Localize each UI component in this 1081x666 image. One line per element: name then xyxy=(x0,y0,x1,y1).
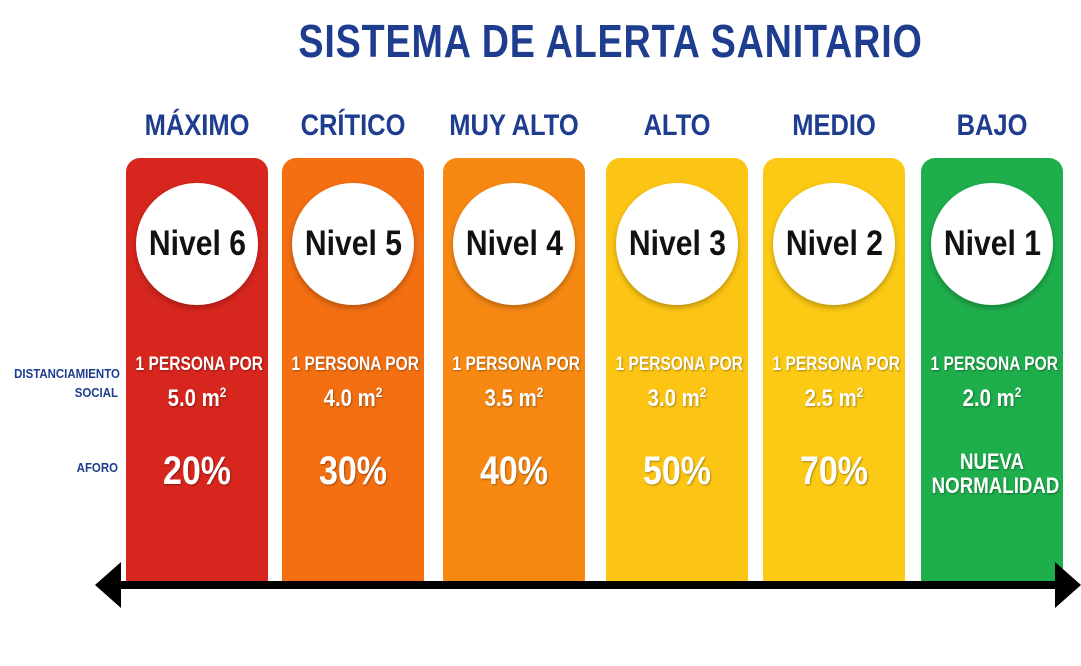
distanciamiento-value: 1 PERSONA POR 2.5 m2 xyxy=(759,352,909,413)
level-badge-label: Nivel 4 xyxy=(465,224,563,263)
level-badge-label: Nivel 6 xyxy=(148,224,246,263)
dist-line2: 4.0 m2 xyxy=(289,378,417,413)
arrow-left-head-icon xyxy=(95,562,121,608)
dist-value: 2.5 m xyxy=(804,385,857,412)
aforo-value: 20% xyxy=(162,449,232,493)
dist-line1: 1 PERSONA POR xyxy=(452,354,581,375)
dist-line2: 3.5 m2 xyxy=(450,378,578,413)
dist-unit: 2 xyxy=(375,384,383,400)
dist-line1: 1 PERSONA POR xyxy=(772,354,901,375)
dist-unit: 2 xyxy=(699,384,707,400)
level-badge-label: Nivel 2 xyxy=(785,224,883,263)
distanciamiento-value: 1 PERSONA POR 3.0 m2 xyxy=(602,352,752,413)
dist-value: 4.0 m xyxy=(323,385,376,412)
dist-unit: 2 xyxy=(536,384,544,400)
distanciamiento-value: 1 PERSONA POR 4.0 m2 xyxy=(278,352,428,413)
level-badge-label: Nivel 1 xyxy=(943,224,1041,263)
distanciamiento-value: 1 PERSONA POR 5.0 m2 xyxy=(122,352,272,413)
level-badge: Nivel 3 xyxy=(616,183,738,305)
aforo-line1: NUEVA xyxy=(959,449,1025,474)
level-badge: Nivel 1 xyxy=(931,183,1053,305)
dist-line2: 2.0 m2 xyxy=(928,378,1056,413)
dist-line2: 5.0 m2 xyxy=(133,378,261,413)
row-label-distanciamiento: DISTANCIAMIENTO SOCIAL xyxy=(14,366,120,400)
dist-unit: 2 xyxy=(1014,384,1022,400)
arrow-shaft xyxy=(115,581,1061,589)
level-bar: Nivel 5 1 PERSONA POR 4.0 m2 30% xyxy=(282,158,424,588)
level-badge: Nivel 6 xyxy=(136,183,258,305)
level-bar: Nivel 3 1 PERSONA POR 3.0 m2 50% xyxy=(606,158,748,588)
page-title: SISTEMA DE ALERTA SANITARIO xyxy=(298,15,923,67)
level-name: CRÍTICO xyxy=(300,109,406,142)
dist-unit: 2 xyxy=(856,384,864,400)
level-badge: Nivel 2 xyxy=(773,183,895,305)
level-bar: Nivel 6 1 PERSONA POR 5.0 m2 20% xyxy=(126,158,268,588)
dist-line2: 3.0 m2 xyxy=(613,378,741,413)
distanciamiento-value: 1 PERSONA POR 2.0 m2 xyxy=(917,352,1067,413)
aforo-value: NUEVA NORMALIDAD xyxy=(931,449,1060,498)
level-badge: Nivel 5 xyxy=(292,183,414,305)
level-name: ALTO xyxy=(643,109,711,142)
aforo-value: 70% xyxy=(799,449,869,493)
arrow-right-head-icon xyxy=(1055,562,1081,608)
aforo-line2: NORMALIDAD xyxy=(931,473,1060,498)
level-name: MEDIO xyxy=(792,109,876,142)
dist-unit: 2 xyxy=(219,384,227,400)
level-badge-label: Nivel 5 xyxy=(304,224,402,263)
dist-line1: 1 PERSONA POR xyxy=(615,354,744,375)
dist-line1: 1 PERSONA POR xyxy=(291,354,420,375)
level-name: MUY ALTO xyxy=(449,109,579,142)
level-name: BAJO xyxy=(956,109,1028,142)
scale-arrow xyxy=(95,562,1081,608)
dist-line1: 1 PERSONA POR xyxy=(930,354,1059,375)
level-name: MÁXIMO xyxy=(144,109,250,142)
dist-value: 3.5 m xyxy=(484,385,537,412)
row-label-aforo: AFORO xyxy=(76,460,118,475)
level-bar: Nivel 1 1 PERSONA POR 2.0 m2 NUEVA NORMA… xyxy=(921,158,1063,588)
aforo-value: 50% xyxy=(642,449,712,493)
level-badge-label: Nivel 3 xyxy=(628,224,726,263)
dist-value: 2.0 m xyxy=(962,385,1015,412)
dist-line1: 1 PERSONA POR xyxy=(135,354,264,375)
dist-value: 5.0 m xyxy=(167,385,220,412)
aforo-value: 30% xyxy=(318,449,388,493)
dist-line2: 2.5 m2 xyxy=(770,378,898,413)
level-bar: Nivel 2 1 PERSONA POR 2.5 m2 70% xyxy=(763,158,905,588)
level-badge: Nivel 4 xyxy=(453,183,575,305)
distanciamiento-value: 1 PERSONA POR 3.5 m2 xyxy=(439,352,589,413)
dist-value: 3.0 m xyxy=(647,385,700,412)
level-bar: Nivel 4 1 PERSONA POR 3.5 m2 40% xyxy=(443,158,585,588)
aforo-value: 40% xyxy=(479,449,549,493)
